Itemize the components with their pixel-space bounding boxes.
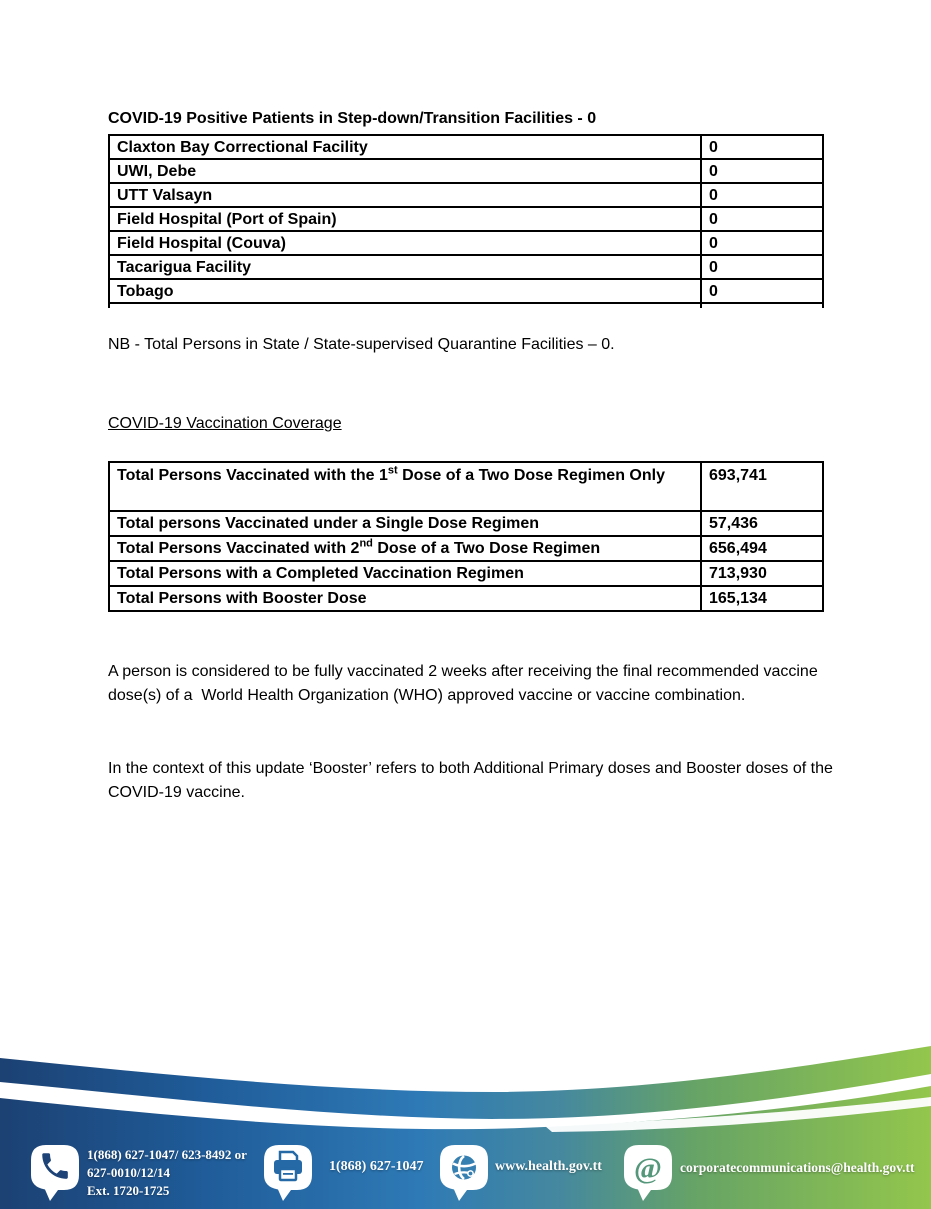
stepdown-facilities-title: COVID-19 Positive Patients in Step-down/… — [108, 110, 597, 127]
email-at-icon: @ — [624, 1145, 672, 1201]
facility-count: 0 — [700, 278, 824, 304]
facility-label: Tacarigua Facility — [108, 254, 702, 280]
facility-count: 0 — [700, 230, 824, 256]
table-row: UWI, Debe 0 — [108, 158, 824, 184]
vaccination-metric-label: Total Persons Vaccinated with the 1st Do… — [108, 461, 702, 512]
phone-numbers: 1(868) 627-1047/ 623-8492 or 627-0010/12… — [87, 1146, 247, 1200]
table-row: Tacarigua Facility 0 — [108, 254, 824, 280]
stepdown-facilities-table: Claxton Bay Correctional Facility 0 UWI,… — [108, 134, 824, 308]
svg-text:@: @ — [634, 1152, 662, 1185]
facility-label: UWI, Debe — [108, 158, 702, 184]
vaccination-metric-label: Total Persons Vaccinated with 2nd Dose o… — [108, 535, 702, 562]
facility-count: 0 — [700, 134, 824, 160]
footer-white-swoosh — [545, 1097, 931, 1132]
vaccination-coverage-table: Total Persons Vaccinated with the 1st Do… — [108, 461, 824, 612]
vaccination-metric-value: 57,436 — [700, 510, 824, 537]
facility-count: 0 — [700, 182, 824, 208]
table-clipped-row — [108, 302, 824, 308]
table-row: Tobago 0 — [108, 278, 824, 304]
vaccination-metric-value: 165,134 — [700, 585, 824, 612]
vaccination-metric-value: 656,494 — [700, 535, 824, 562]
email-address: corporatecommunications@health.gov.tt — [680, 1160, 915, 1175]
vaccination-metric-label: Total Persons with a Completed Vaccinati… — [108, 560, 702, 587]
facility-count: 0 — [700, 206, 824, 232]
table-row: Total persons Vaccinated under a Single … — [108, 510, 824, 537]
table-row: Claxton Bay Correctional Facility 0 — [108, 134, 824, 160]
vaccination-metric-label: Total Persons with Booster Dose — [108, 585, 702, 612]
phone-line: 1(868) 627-1047/ 623-8492 or — [87, 1147, 247, 1162]
ordinal-superscript: st — [387, 464, 398, 477]
booster-definition-paragraph: In the context of this update ‘Booster’ … — [108, 760, 833, 801]
table-row: UTT Valsayn 0 — [108, 182, 824, 208]
facility-label: Field Hospital (Port of Spain) — [108, 206, 702, 232]
table-row: Field Hospital (Port of Spain) 0 — [108, 206, 824, 232]
table-row: Total Persons with Booster Dose 165,134 — [108, 585, 824, 612]
phone-line: Ext. 1720-1725 — [87, 1183, 170, 1198]
phone-line: 627-0010/12/14 — [87, 1165, 171, 1180]
facility-label: Tobago — [108, 278, 702, 304]
facility-label: Field Hospital (Couva) — [108, 230, 702, 256]
facility-count: 0 — [700, 254, 824, 280]
fax-number: 1(868) 627-1047 — [329, 1159, 424, 1174]
ordinal-superscript: nd — [359, 537, 373, 550]
facility-count: 0 — [700, 158, 824, 184]
table-row: Total Persons with a Completed Vaccinati… — [108, 560, 824, 587]
website-url: www.health.gov.tt — [495, 1159, 602, 1174]
table-row: Total Persons Vaccinated with the 1st Do… — [108, 461, 824, 512]
fax-icon — [264, 1145, 312, 1201]
footer-upper-wave-band — [0, 1046, 931, 1119]
quarantine-note: NB - Total Persons in State / State-supe… — [108, 336, 615, 353]
globe-icon — [440, 1145, 488, 1201]
vaccination-coverage-title: COVID-19 Vaccination Coverage — [108, 415, 342, 432]
vaccination-metric-value: 693,741 — [700, 461, 824, 512]
phone-icon — [31, 1145, 79, 1201]
facility-label: UTT Valsayn — [108, 182, 702, 208]
fully-vaccinated-paragraph: A person is considered to be fully vacci… — [108, 663, 818, 704]
table-row: Field Hospital (Couva) 0 — [108, 230, 824, 256]
facility-label: Claxton Bay Correctional Facility — [108, 134, 702, 160]
table-row: Total Persons Vaccinated with 2nd Dose o… — [108, 535, 824, 562]
vaccination-metric-value: 713,930 — [700, 560, 824, 587]
vaccination-metric-label: Total persons Vaccinated under a Single … — [108, 510, 702, 537]
